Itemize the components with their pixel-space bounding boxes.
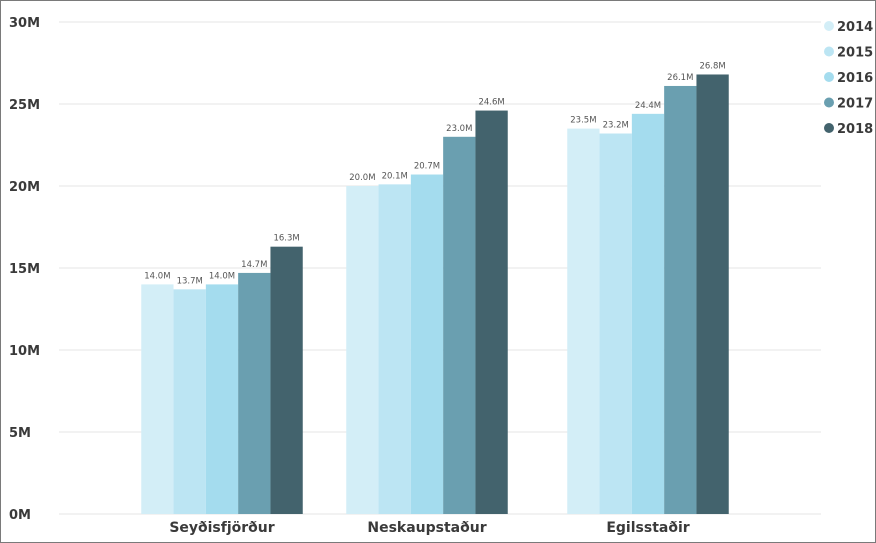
data-label: 14.0M — [209, 271, 235, 281]
data-label: 14.7M — [241, 260, 267, 270]
y-tick-label: 30M — [9, 16, 40, 31]
legend-item[interactable]: 2017 — [824, 97, 873, 112]
x-axis: Seyðisfjörður Neskaupstaður Egilsstaðir — [169, 520, 689, 536]
data-labels: 14.0M 20.0M 23.5M 13.7M 20.1M 23.2M 14.0M 20.7M… — [144, 61, 725, 286]
legend-label: 2016 — [837, 71, 873, 86]
legend-swatch — [824, 123, 834, 133]
data-label: 20.7M — [414, 162, 440, 172]
bar[interactable] — [378, 184, 411, 515]
bar[interactable] — [205, 284, 239, 514]
data-label: 20.0M — [349, 173, 375, 183]
data-label: 23.0M — [446, 124, 472, 134]
bar[interactable] — [270, 246, 303, 514]
bar[interactable] — [410, 174, 444, 514]
data-label: 13.7M — [177, 276, 203, 286]
x-tick-label: Neskaupstaður — [367, 520, 486, 536]
bar[interactable] — [631, 113, 665, 514]
y-tick-label: 15M — [9, 262, 40, 277]
bar[interactable] — [599, 133, 632, 514]
legend-swatch — [824, 72, 834, 82]
legend-swatch — [824, 21, 834, 31]
data-label: 26.8M — [699, 61, 725, 71]
bar[interactable] — [173, 289, 206, 514]
legend-item[interactable]: 2014 — [824, 20, 873, 35]
bar[interactable] — [475, 110, 508, 514]
data-label: 16.3M — [273, 234, 299, 244]
legend-item[interactable]: 2015 — [824, 46, 873, 61]
legend-item[interactable]: 2018 — [824, 122, 873, 137]
y-tick-label: 0M — [9, 508, 31, 523]
y-tick-label: 20M — [9, 180, 40, 195]
bar[interactable] — [141, 284, 174, 514]
data-label: 14.0M — [144, 271, 170, 281]
bar[interactable] — [567, 128, 600, 514]
bar[interactable] — [696, 74, 729, 514]
bar[interactable] — [238, 272, 271, 514]
x-tick-label: Seyðisfjörður — [169, 520, 274, 536]
legend-swatch — [824, 97, 834, 108]
legend-label: 2015 — [837, 46, 873, 61]
legend[interactable]: 2014 2015 2016 2017 2018 — [824, 20, 873, 137]
bar[interactable] — [346, 186, 379, 514]
legend-label: 2014 — [837, 20, 873, 35]
y-tick-label: 25M — [9, 98, 40, 113]
y-axis: 0M 5M 10M 15M 20M 25M 30M — [9, 16, 40, 523]
data-label: 26.1M — [667, 73, 693, 83]
legend-item[interactable]: 2016 — [824, 71, 873, 86]
data-label: 24.6M — [478, 98, 504, 108]
legend-label: 2018 — [837, 122, 873, 137]
x-tick-label: Egilsstaðir — [606, 520, 689, 536]
bars — [141, 74, 729, 515]
legend-swatch — [824, 46, 834, 57]
data-label: 23.5M — [570, 116, 596, 126]
data-label: 24.4M — [635, 101, 661, 111]
legend-label: 2017 — [837, 97, 873, 112]
bar[interactable] — [443, 136, 476, 515]
y-tick-label: 10M — [9, 344, 40, 359]
y-tick-label: 5M — [9, 426, 31, 441]
data-label: 23.2M — [603, 121, 629, 131]
bar[interactable] — [664, 85, 697, 515]
data-label: 20.1M — [382, 171, 408, 181]
